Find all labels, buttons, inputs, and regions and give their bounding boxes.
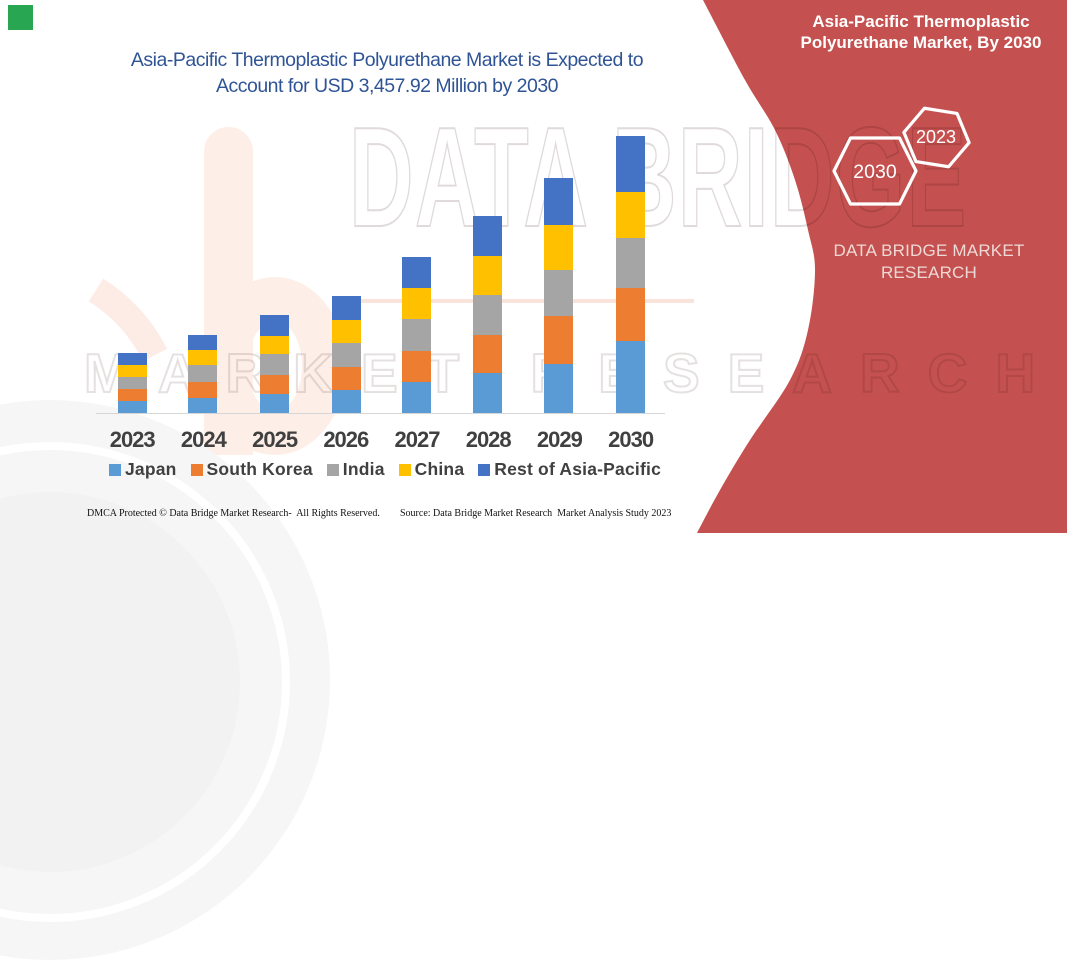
svg-text:2030: 2030 <box>853 161 897 183</box>
svg-text:2023: 2023 <box>916 127 956 147</box>
